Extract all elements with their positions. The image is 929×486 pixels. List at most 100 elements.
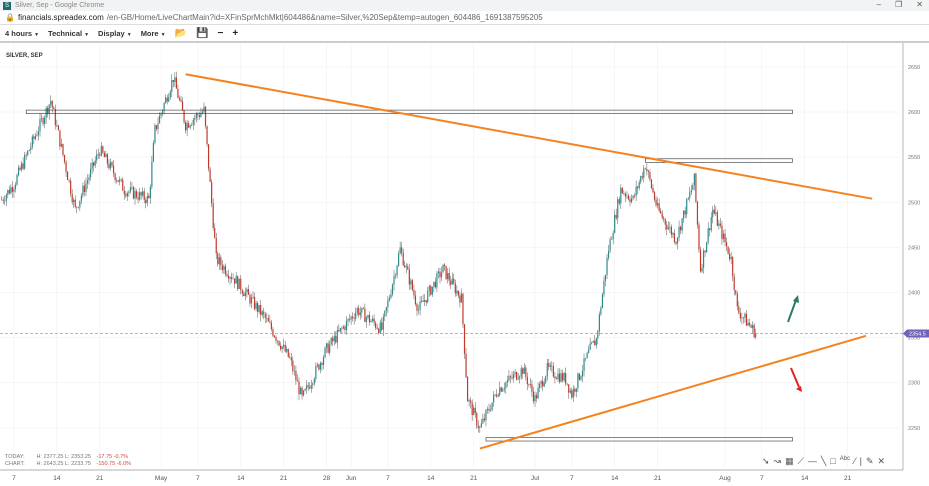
technical-dropdown[interactable]: Technical ▼	[48, 28, 90, 38]
candle-down	[408, 269, 410, 285]
more-dropdown[interactable]: More ▼	[140, 28, 166, 38]
candle-down	[422, 300, 424, 302]
candle-up	[391, 284, 394, 295]
candle-up	[191, 124, 193, 126]
candle-down	[177, 88, 179, 98]
candle-down	[123, 190, 125, 195]
x-tick-label: May	[155, 475, 168, 482]
candle-down	[661, 213, 663, 218]
candle-up	[589, 343, 591, 350]
candle-down	[106, 154, 109, 164]
candle-up	[417, 309, 420, 311]
candle-down	[574, 388, 576, 392]
candle-up	[626, 195, 628, 197]
candle-down	[716, 212, 718, 226]
display-dropdown[interactable]: Display ▼	[98, 28, 132, 38]
candle-up	[169, 91, 171, 98]
candle-up	[747, 322, 749, 326]
candle-down	[292, 360, 294, 372]
candle-up	[502, 389, 504, 392]
candle-down	[348, 319, 351, 320]
horizontal-line-tool-icon[interactable]: —	[807, 456, 817, 466]
candle-down	[148, 195, 150, 199]
candle-down	[463, 324, 466, 354]
candle-down	[457, 290, 459, 296]
line-tool-icon[interactable]: ⁄	[854, 456, 856, 466]
candle-up	[195, 114, 197, 119]
grid-tool-icon[interactable]: ▦	[785, 456, 794, 466]
rectangle-tool-icon[interactable]: □	[830, 456, 836, 466]
horizontal-zone	[485, 437, 793, 442]
candle-up	[100, 146, 102, 156]
candle-up	[94, 160, 96, 166]
candle-up	[489, 410, 492, 411]
candle-up	[146, 195, 148, 204]
minimize-icon[interactable]: –	[876, 0, 882, 9]
candle-down	[276, 340, 279, 342]
candle-down	[220, 257, 222, 266]
trendline-tool-icon[interactable]: ╲	[820, 456, 827, 466]
candle-up	[80, 195, 82, 201]
price-chart[interactable]: 2650 2600 2550 2500 2450 2400 2350 2300 2250 7 14 2…	[0, 43, 929, 486]
candle-down	[215, 237, 217, 254]
candle-up	[687, 197, 689, 200]
candle-down	[11, 187, 14, 192]
candle-up	[436, 273, 438, 288]
candle-down	[309, 386, 311, 389]
fan-tool-icon[interactable]: ⟋	[797, 456, 804, 466]
candle-up	[722, 233, 725, 240]
candle-up	[508, 376, 510, 381]
candle-up	[672, 233, 674, 235]
candle-up	[50, 100, 52, 105]
pencil-icon[interactable]: ✎	[865, 456, 874, 466]
candle-down	[257, 303, 259, 312]
vertical-line-tool-icon[interactable]: |	[859, 456, 862, 466]
candle-down	[555, 378, 558, 380]
candle-down	[566, 383, 568, 385]
candle-down	[183, 110, 185, 123]
last-price-tag	[903, 329, 929, 338]
arrow-tool-icon[interactable]: ➘	[762, 456, 770, 466]
candle-up	[60, 143, 63, 147]
candle-up	[718, 223, 720, 226]
candle-up	[620, 187, 622, 204]
candle-up	[302, 390, 305, 396]
candle-down	[99, 154, 101, 156]
candle-up	[7, 189, 9, 195]
open-folder-icon[interactable]: 📂	[174, 27, 188, 39]
save-icon[interactable]: 💾	[196, 27, 209, 39]
candle-down	[660, 210, 662, 214]
candle-down	[670, 226, 672, 235]
candle-down	[727, 246, 729, 254]
candle-down	[70, 180, 72, 194]
candle-down	[71, 193, 73, 203]
candle-up	[88, 177, 90, 181]
candle-down	[102, 146, 104, 153]
close-icon[interactable]: ✕	[916, 0, 923, 9]
candle-up	[350, 316, 352, 320]
candle-up	[255, 303, 257, 309]
text-tool-icon[interactable]: Abc	[839, 456, 851, 462]
path-tool-icon[interactable]: ↝	[773, 456, 782, 466]
candle-up	[304, 388, 306, 391]
candle-down	[647, 171, 650, 173]
zoom-out-icon[interactable]: −	[217, 27, 224, 39]
candle-down	[465, 353, 467, 378]
clear-drawings-icon[interactable]: ✕	[877, 456, 886, 466]
candle-down	[565, 373, 567, 384]
address-bar[interactable]: 🔒 financials.spreadex.com/en-GB/Home/Liv…	[0, 11, 929, 25]
candle-down	[531, 384, 533, 392]
candle-up	[609, 239, 611, 251]
candle-up	[643, 168, 645, 178]
zoom-in-icon[interactable]: +	[232, 27, 239, 39]
candle-down	[93, 162, 95, 166]
restore-icon[interactable]: ❐	[895, 0, 903, 9]
candle-up	[595, 338, 597, 346]
candle-down	[453, 278, 455, 284]
candle-down	[241, 290, 243, 294]
candle-up	[286, 348, 288, 352]
horizontal-zone	[645, 158, 793, 163]
candle-up	[693, 173, 695, 186]
candle-up	[313, 378, 315, 384]
interval-dropdown[interactable]: 4 hours ▼	[5, 28, 40, 38]
